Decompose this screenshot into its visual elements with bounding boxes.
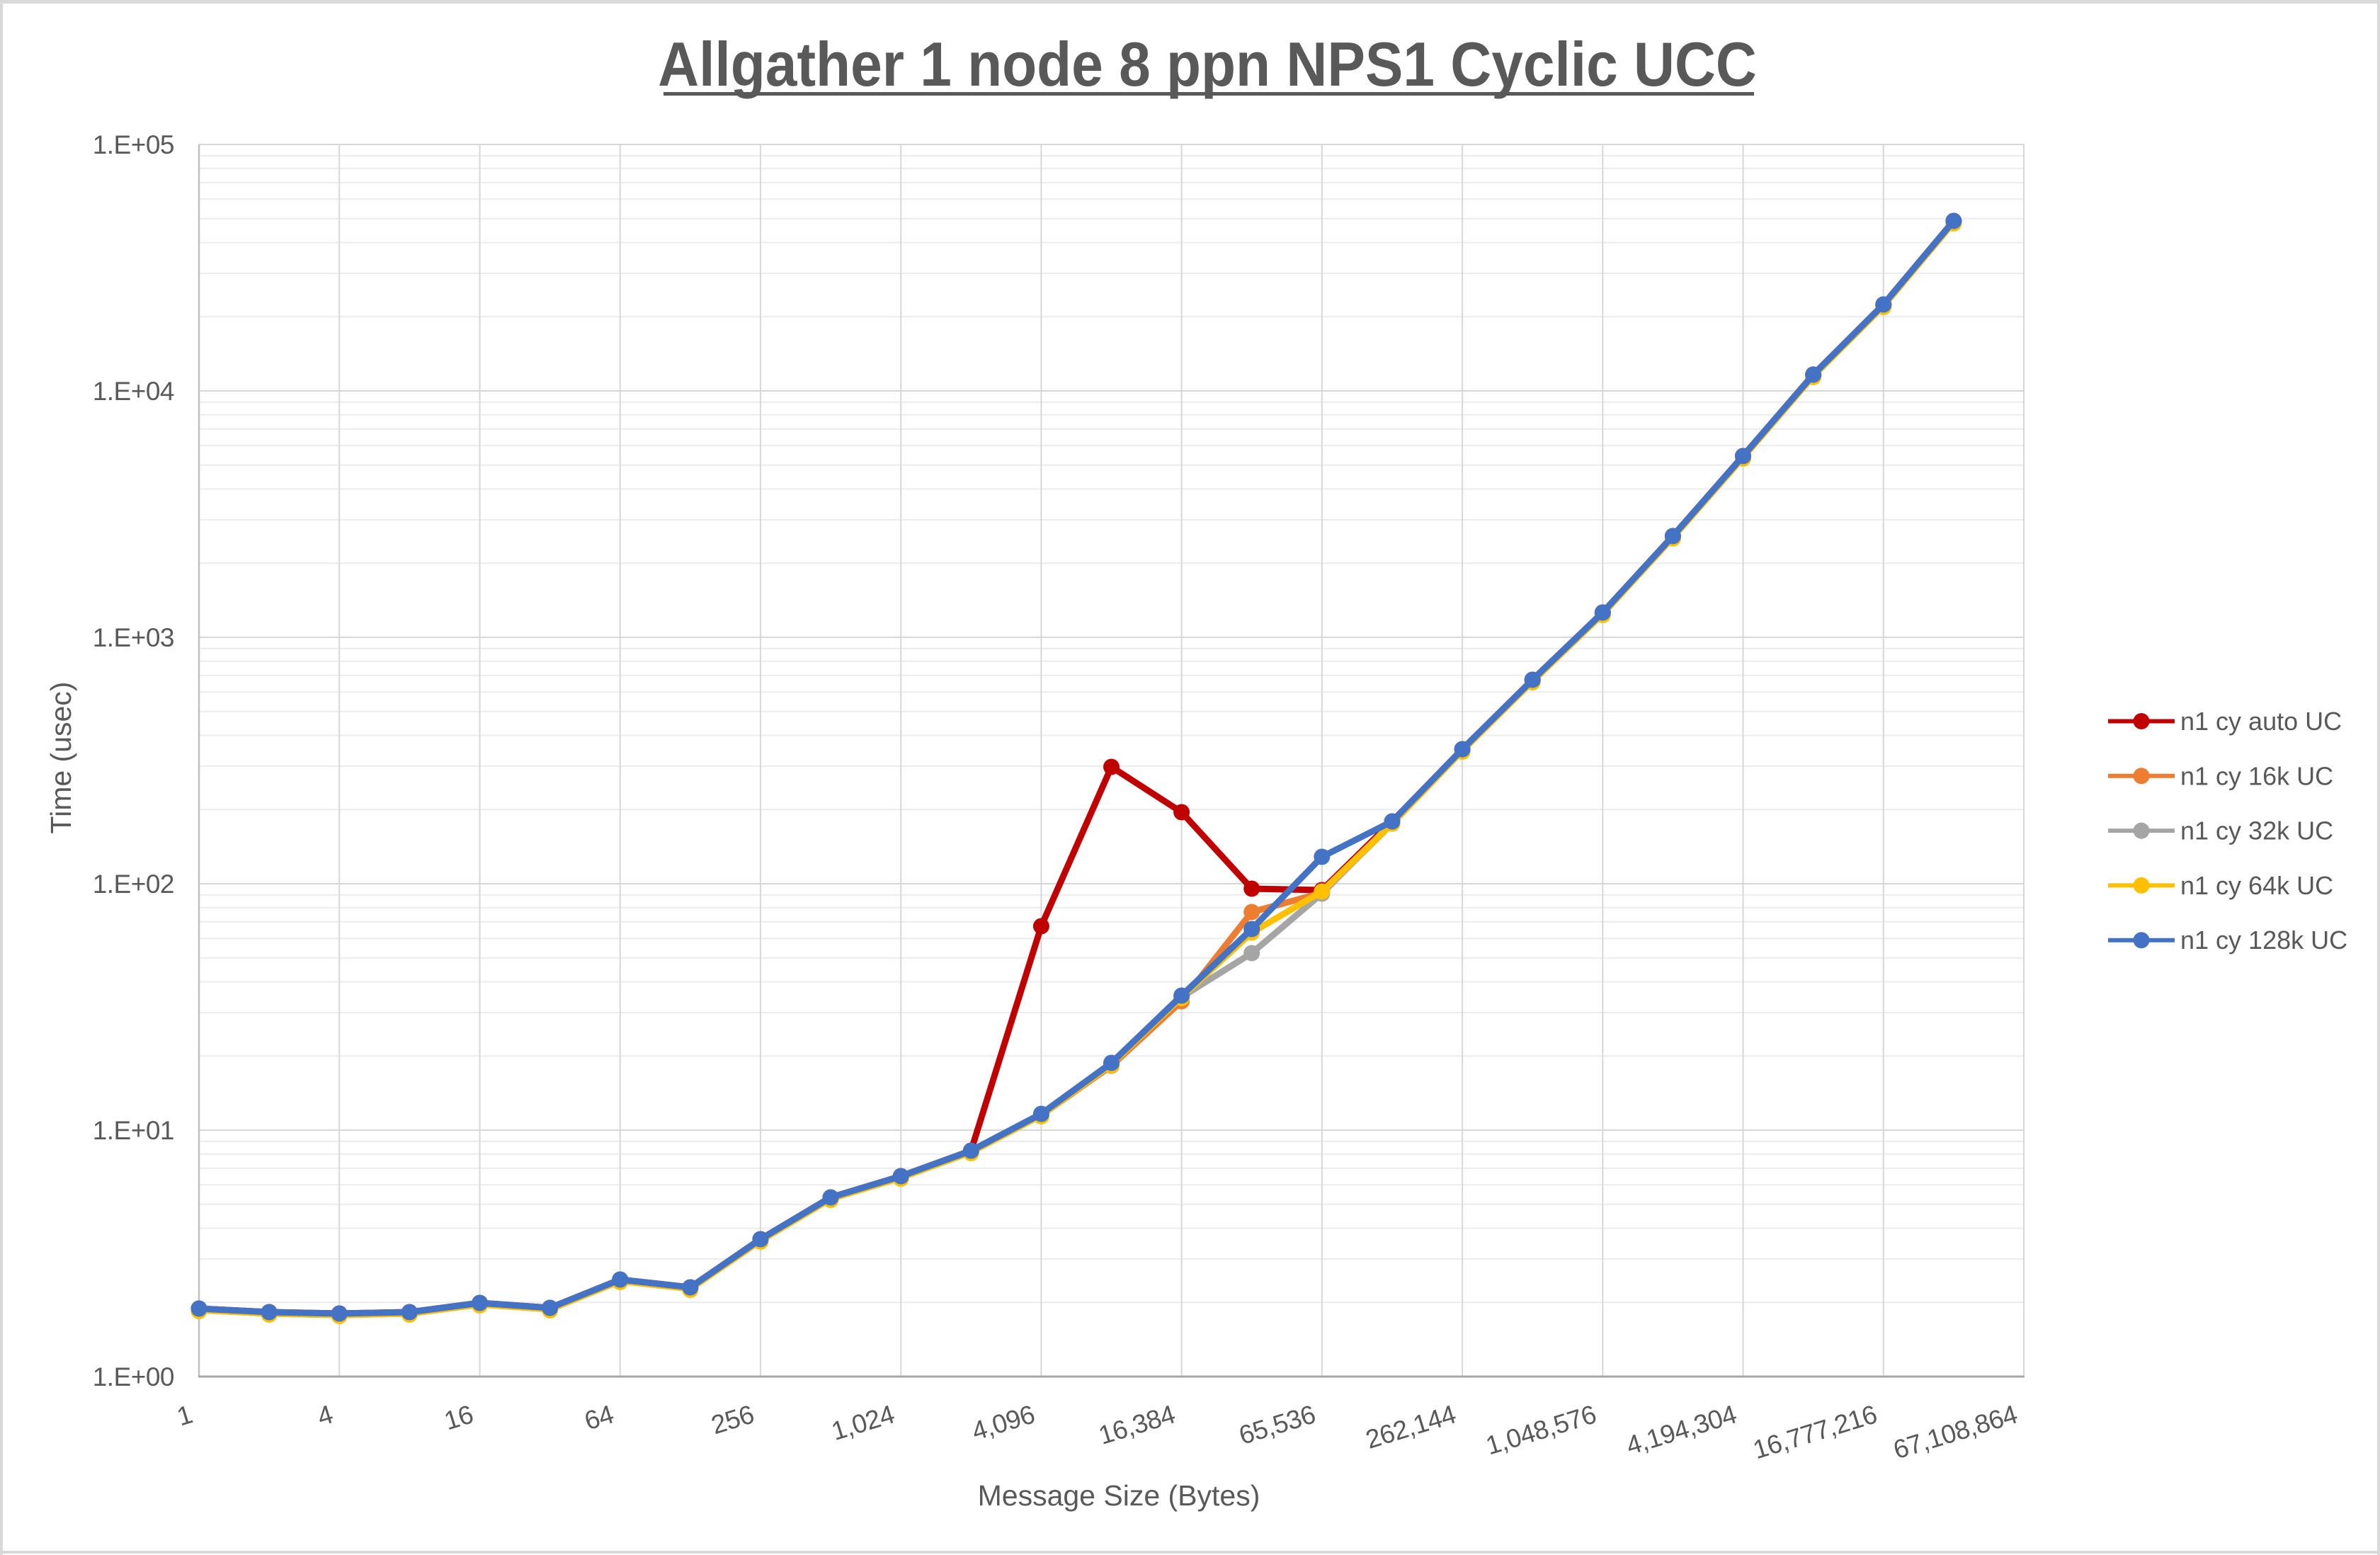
svg-text:1.E+00: 1.E+00	[93, 1362, 174, 1391]
svg-text:n1 cy 32k UC: n1 cy 32k UC	[2180, 816, 2333, 845]
svg-text:n1 cy 64k UC: n1 cy 64k UC	[2180, 871, 2333, 900]
svg-text:1.E+04: 1.E+04	[93, 377, 174, 406]
svg-text:Message Size (Bytes): Message Size (Bytes)	[978, 1479, 1260, 1512]
svg-text:n1 cy 16k UC: n1 cy 16k UC	[2180, 761, 2333, 790]
svg-text:1.E+05: 1.E+05	[93, 130, 174, 159]
svg-text:Allgather 1 node 8 ppn NPS1 Cy: Allgather 1 node 8 ppn NPS1 Cyclic UCC	[658, 30, 1757, 99]
svg-text:1.E+03: 1.E+03	[93, 623, 174, 652]
svg-text:n1 cy auto UC: n1 cy auto UC	[2180, 707, 2342, 736]
svg-text:1.E+01: 1.E+01	[93, 1116, 174, 1145]
svg-text:1.E+02: 1.E+02	[93, 870, 174, 899]
svg-text:Time (usec): Time (usec)	[45, 682, 77, 834]
svg-text:n1 cy 128k UC: n1 cy 128k UC	[2180, 925, 2347, 955]
